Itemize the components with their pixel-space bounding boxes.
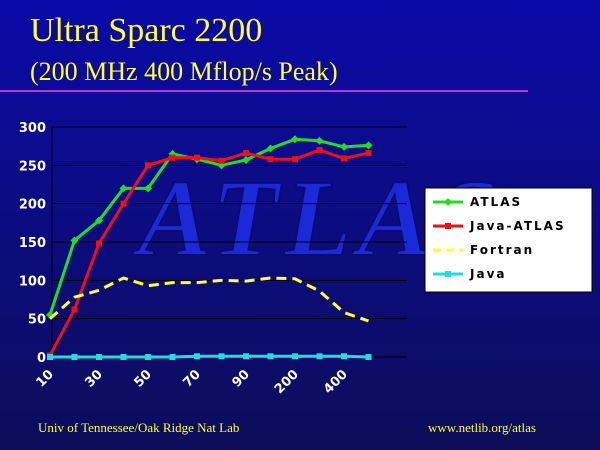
data-point-java-atlas	[218, 157, 225, 164]
data-point-java	[71, 354, 78, 360]
data-point-java	[243, 353, 249, 360]
legend-marker-java	[445, 271, 451, 277]
data-point-java-atlas	[71, 306, 78, 313]
x-tick-label: 200	[272, 367, 302, 397]
data-point-java-atlas	[243, 150, 249, 157]
data-point-java	[341, 353, 347, 360]
data-point-java-atlas	[169, 154, 176, 161]
legend-label-java: Java	[469, 267, 506, 281]
legend-label-java-atlas: Java-ATLAS	[469, 219, 566, 233]
x-tick-label: 10	[33, 367, 56, 390]
legend-marker-atlas	[444, 198, 452, 206]
data-point-atlas	[242, 155, 250, 164]
series-line-atlas	[48, 137, 369, 316]
data-point-java-atlas	[316, 147, 323, 153]
slide-title: Ultra Sparc 2200	[30, 12, 263, 49]
series-line-java-atlas	[48, 148, 369, 357]
data-point-java-atlas	[96, 240, 102, 247]
data-point-java	[267, 353, 274, 360]
legend-marker-java-atlas	[445, 223, 451, 229]
y-tick-label: 0	[37, 351, 46, 366]
data-point-atlas	[364, 141, 373, 150]
y-tick-label: 50	[28, 313, 46, 328]
series-line-java	[50, 354, 369, 359]
x-tick-label: 90	[229, 367, 252, 390]
data-point-java-atlas	[145, 162, 151, 169]
data-point-java	[194, 353, 200, 360]
data-point-atlas	[70, 236, 79, 245]
x-tick-label: 400	[321, 367, 351, 397]
footer-url: www.netlib.org/atlas	[428, 420, 536, 435]
y-tick-label: 200	[19, 198, 46, 213]
footer-affiliation: Univ of Tennessee/Oak Ridge Nat Lab	[38, 420, 240, 435]
data-point-java	[365, 354, 372, 360]
title-divider	[0, 90, 528, 92]
data-point-java	[145, 354, 151, 360]
x-tick-label: 30	[82, 367, 105, 390]
data-point-atlas	[119, 184, 128, 193]
data-point-atlas	[291, 135, 299, 144]
data-point-atlas	[315, 136, 324, 145]
data-point-java-atlas	[267, 156, 274, 163]
y-tick-label: 100	[19, 274, 46, 289]
legend-label-atlas: ATLAS	[470, 195, 522, 209]
data-point-java	[169, 354, 176, 360]
x-tick-label: 70	[180, 367, 203, 390]
series-line-fortran	[49, 276, 369, 323]
data-point-atlas	[266, 144, 275, 153]
data-point-java	[218, 353, 225, 360]
data-point-atlas	[144, 184, 152, 193]
data-point-java-atlas	[341, 155, 347, 162]
data-point-java	[292, 353, 298, 360]
data-point-java	[96, 354, 102, 360]
x-tick-label: 50	[131, 367, 154, 390]
data-point-java-atlas	[365, 150, 372, 157]
data-point-java-atlas	[120, 200, 127, 207]
data-point-java	[47, 354, 53, 360]
data-point-atlas	[340, 142, 348, 151]
data-point-java-atlas	[194, 154, 200, 161]
legend-label-fortran: Fortran	[470, 243, 534, 257]
data-point-java	[316, 353, 323, 360]
slide-subtitle: (200 MHz 400 Mflop/s Peak)	[30, 57, 338, 86]
y-tick-label: 150	[19, 236, 46, 251]
y-tick-label: 250	[19, 159, 46, 174]
y-tick-label: 300	[19, 121, 46, 136]
data-point-java	[120, 354, 127, 360]
data-point-atlas	[95, 216, 103, 225]
data-point-java-atlas	[292, 156, 298, 163]
